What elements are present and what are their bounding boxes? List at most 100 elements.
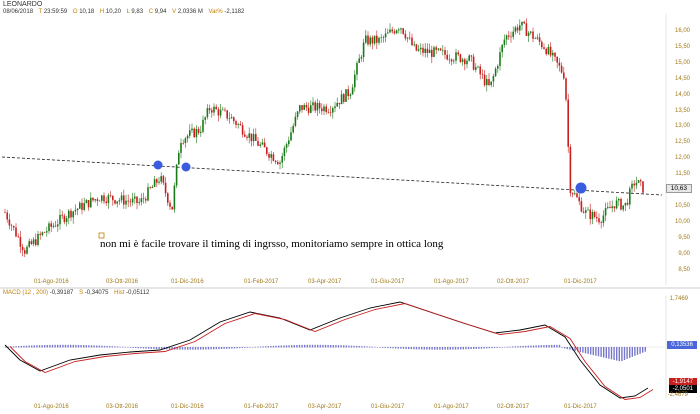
candle-body <box>338 102 341 105</box>
candle-body <box>351 87 354 95</box>
candle-body <box>248 133 250 138</box>
candle-body <box>19 236 22 247</box>
candle-body <box>235 121 237 125</box>
candle-body <box>41 232 44 235</box>
histogram-bar <box>384 347 386 348</box>
candle-body <box>406 37 409 39</box>
candle-body <box>303 104 305 110</box>
candle-body <box>448 59 451 61</box>
candle-body <box>30 241 33 244</box>
histogram-bar <box>408 347 410 350</box>
candle-body <box>523 21 525 24</box>
candle-body <box>160 176 162 182</box>
candle-body <box>611 206 613 209</box>
candle-body <box>107 195 110 203</box>
histogram-bar <box>460 347 462 350</box>
candle-body <box>461 59 464 62</box>
candle-body <box>384 33 387 38</box>
trendline[interactable] <box>1 156 663 196</box>
candle-body <box>290 132 292 141</box>
histogram-bar <box>545 345 548 348</box>
signal-line <box>9 303 654 400</box>
histogram-bar <box>25 345 28 348</box>
candle-body <box>270 154 272 158</box>
histogram-bar <box>418 347 420 350</box>
histogram-bar <box>15 346 17 348</box>
candle-body <box>545 48 547 55</box>
histogram-bar <box>603 347 605 358</box>
annotation-anchor-icon[interactable] <box>98 232 105 239</box>
candle-body <box>129 201 132 203</box>
histogram-bar <box>434 347 436 350</box>
histogram-bar <box>252 346 254 348</box>
price-tick: 10,50 <box>674 202 690 209</box>
candle-body <box>54 225 57 227</box>
histogram-bar <box>213 347 215 350</box>
touch-marker-2[interactable] <box>181 162 191 172</box>
annotation-text[interactable]: non mi è facile trovare il timing di ing… <box>100 238 444 250</box>
candle-body <box>446 54 448 60</box>
candle-body <box>138 202 140 204</box>
candle-body <box>241 125 244 135</box>
macd-date-tick: 02-Ott-2017 <box>497 404 530 410</box>
price-tick: 10,00 <box>674 218 690 225</box>
candle-body <box>433 47 435 57</box>
candle-body <box>219 109 222 116</box>
candle-body <box>85 200 88 204</box>
histogram-bar <box>283 345 285 348</box>
candle-body <box>411 37 413 46</box>
histogram-bar <box>436 347 438 350</box>
histogram-bar <box>452 347 454 350</box>
histogram-bar <box>449 347 451 350</box>
histogram-bar <box>72 344 74 348</box>
histogram-bar <box>116 346 119 348</box>
histogram-bar <box>38 345 41 348</box>
candle-body <box>519 25 521 31</box>
candle-body <box>92 197 94 201</box>
candle-body <box>602 215 605 223</box>
histogram-bar <box>574 347 576 351</box>
candle-body <box>281 156 283 163</box>
histogram-bar <box>584 347 587 354</box>
candle-body <box>140 198 143 203</box>
candle-body <box>167 193 169 203</box>
candle-body <box>431 49 433 57</box>
histogram-bar <box>41 345 43 348</box>
macd-date-tick: 03-Apr-2017 <box>308 404 342 410</box>
touch-marker-1[interactable] <box>153 160 163 170</box>
candle-body <box>574 193 576 195</box>
candle-body <box>50 223 52 227</box>
histogram-bar <box>49 344 51 348</box>
candle-body <box>182 142 184 144</box>
histogram-bar <box>140 347 142 349</box>
histogram-bar <box>275 345 277 348</box>
price-tick: 9,00 <box>678 250 690 257</box>
candle-body <box>444 50 446 55</box>
histogram-bar <box>96 345 98 348</box>
macd-date-tick: 03-Ott-2016 <box>106 404 139 410</box>
macd-date-tick: 01-Ago-2016 <box>34 404 69 410</box>
histogram-bar <box>272 345 275 348</box>
candle-body <box>204 117 206 120</box>
candle-body <box>633 183 635 186</box>
histogram-bar <box>314 344 316 348</box>
price-tick: 12,00 <box>674 155 690 162</box>
candle-body <box>340 94 343 105</box>
candle-body <box>620 198 622 210</box>
macd-panel[interactable] <box>0 301 665 400</box>
histogram-bar <box>280 345 282 348</box>
candle-body <box>17 236 19 237</box>
candle-body <box>257 140 259 146</box>
candle-body <box>268 153 270 158</box>
histogram-bar <box>262 346 264 348</box>
candle-body <box>378 37 380 43</box>
candle-body <box>622 205 624 210</box>
histogram-bar <box>517 346 519 348</box>
candle-body <box>642 181 644 193</box>
histogram-bar <box>207 347 210 350</box>
candle-body <box>294 116 297 126</box>
macd-value: -0,39187 <box>49 290 74 296</box>
histogram-bar <box>467 347 470 350</box>
touch-marker-3[interactable] <box>575 182 587 194</box>
